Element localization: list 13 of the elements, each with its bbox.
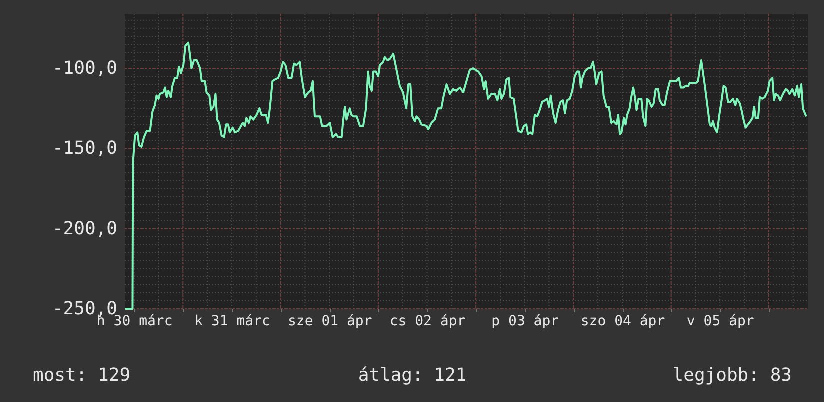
text: legjobb: 83	[672, 365, 792, 386]
x-tick-label: cs 02 ápr	[390, 314, 466, 330]
x-tick-label: k 31 márc	[194, 314, 270, 330]
x-tick-label: szo 04 ápr	[580, 314, 666, 330]
x-tick-label: v 05 ápr	[686, 314, 754, 330]
text: átlag: 121	[358, 365, 467, 386]
text: most: 129	[33, 365, 131, 386]
x-tick-label: sze 01 ápr	[288, 314, 372, 330]
y-tick-label: -100,0	[52, 58, 118, 80]
x-tick-label: p 03 ápr	[492, 314, 560, 330]
y-tick-label: -200,0	[52, 218, 118, 240]
y-tick-label: -150,0	[52, 138, 118, 160]
x-tick-label: h 30 márc	[96, 314, 173, 330]
